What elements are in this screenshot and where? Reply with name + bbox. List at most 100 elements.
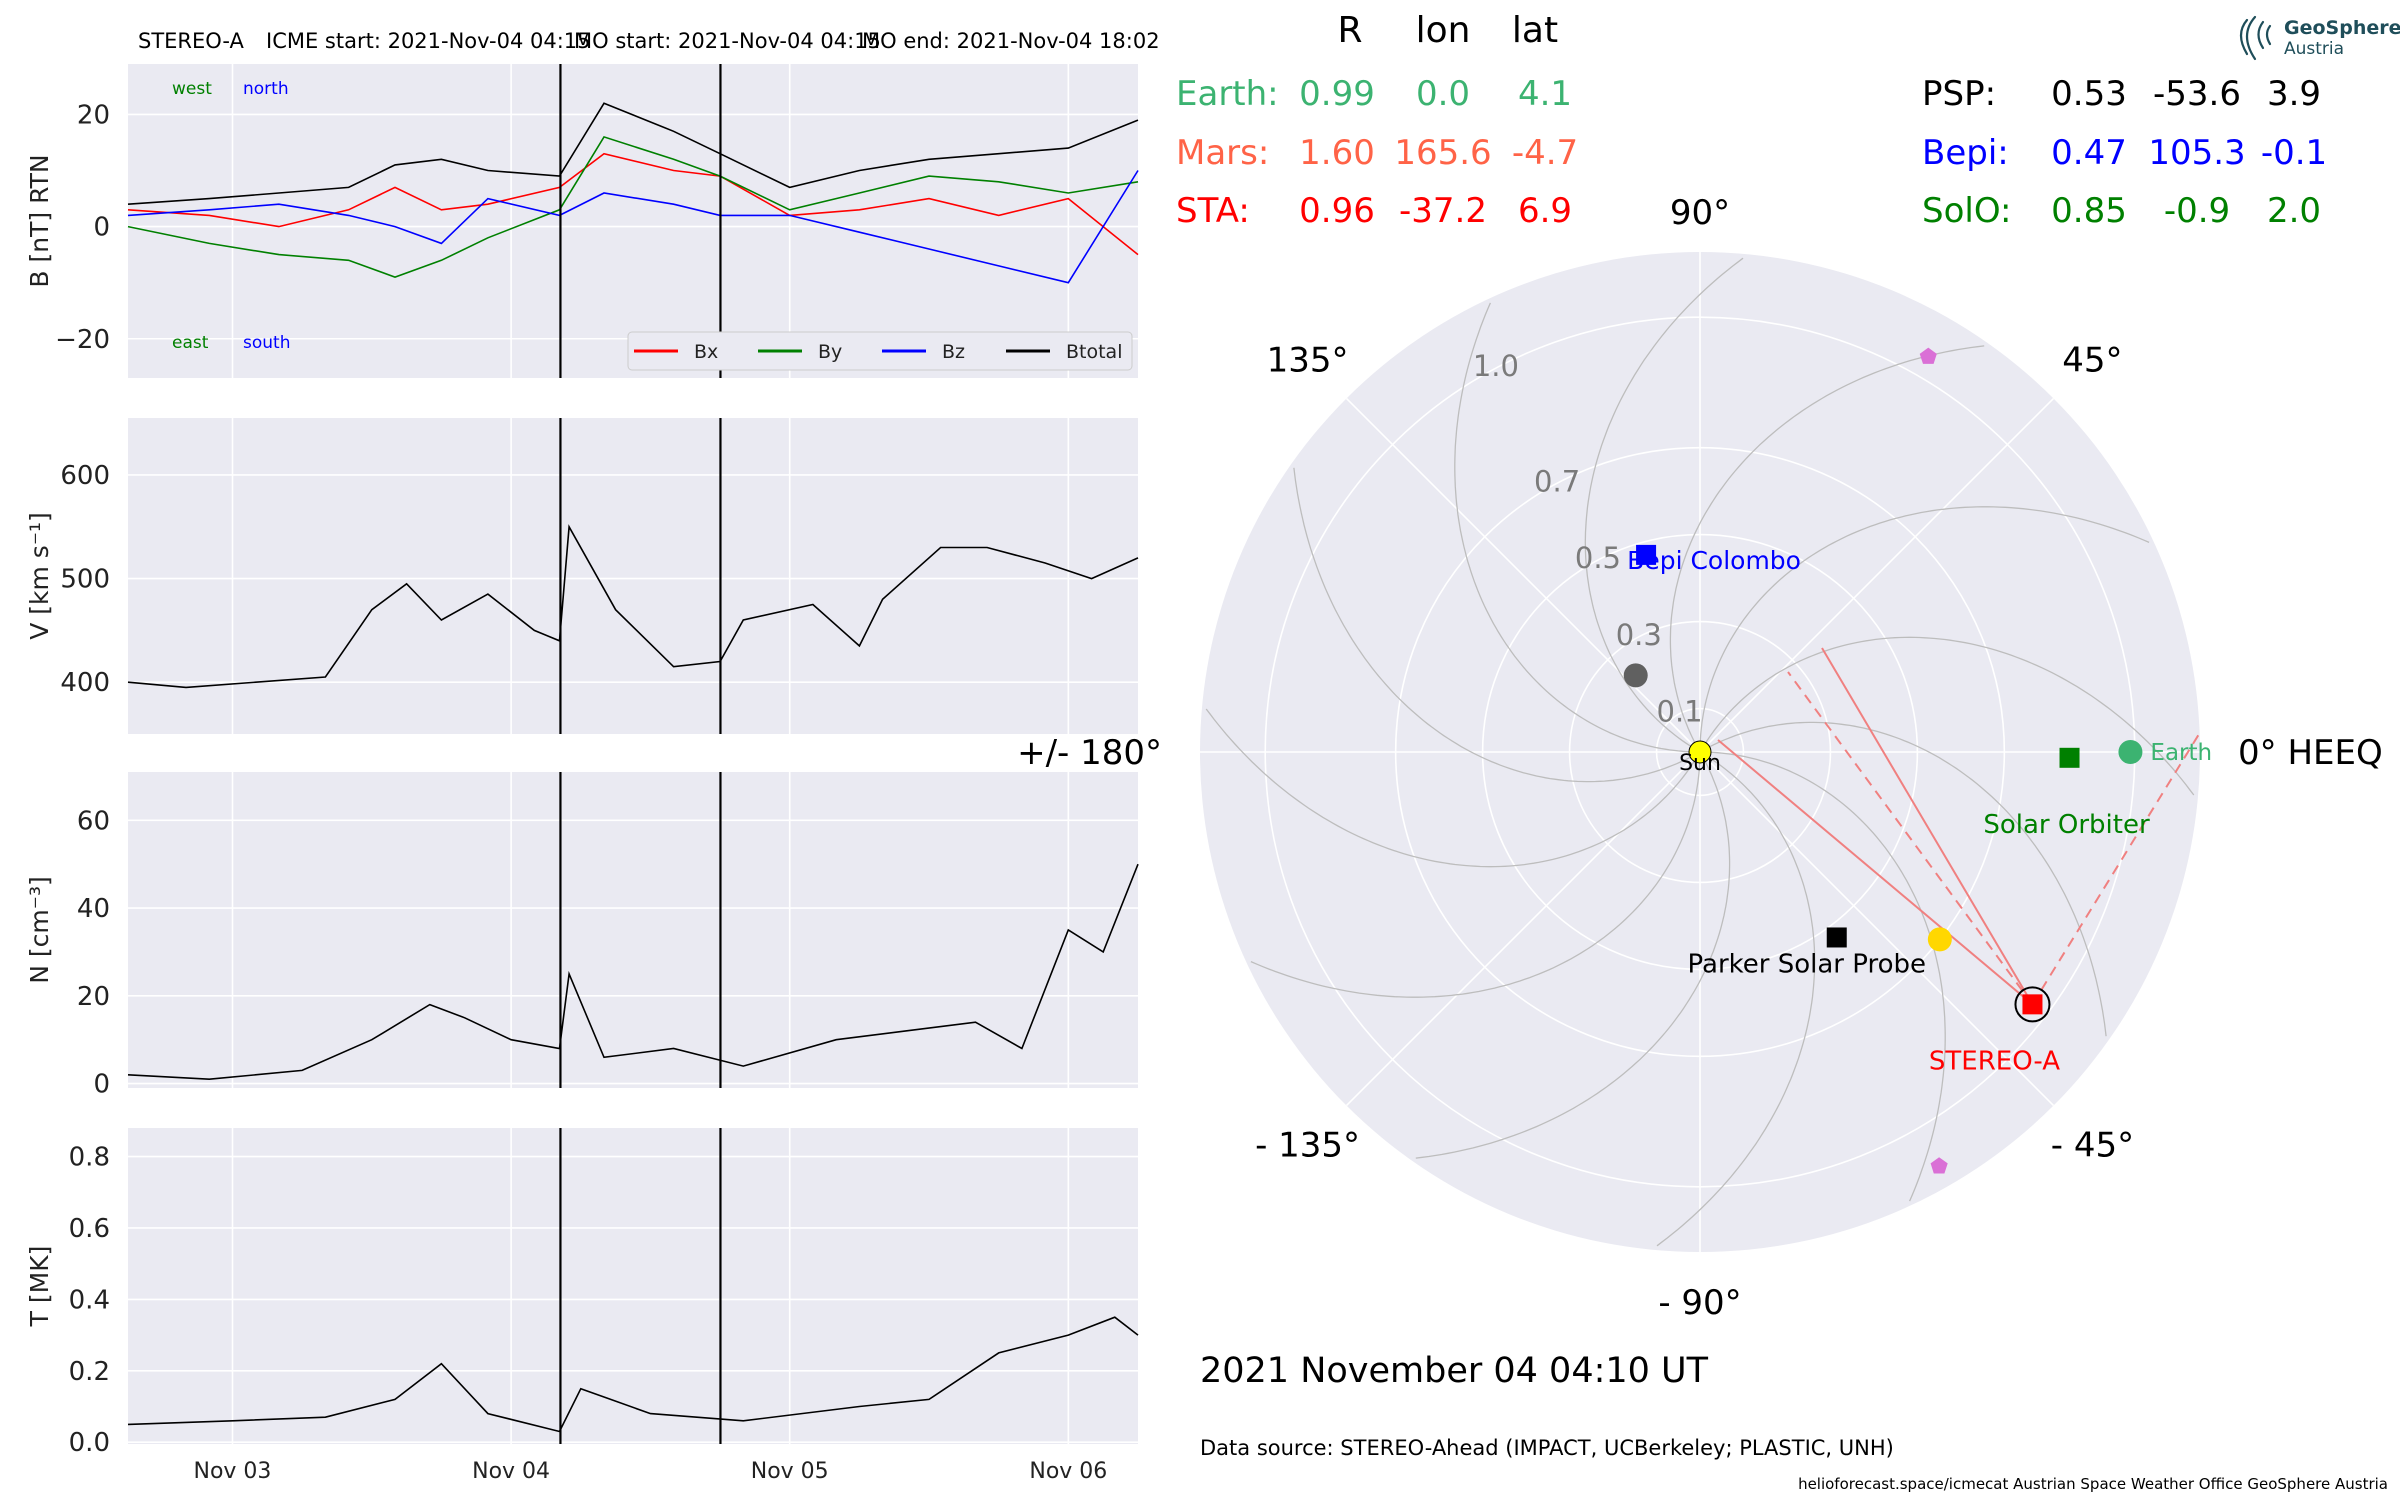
angle-label: - 135° <box>1255 1125 1360 1165</box>
marker-sun <box>1688 740 1712 764</box>
angle-label: +/- 180° <box>1017 733 1162 773</box>
parker-spiral-line <box>1205 708 1697 868</box>
y-tick-label: 20 <box>77 100 110 130</box>
panel-background <box>128 1128 1138 1444</box>
object-label-solar-orbiter: Solar Orbiter <box>1983 810 2150 840</box>
annotation-north: north <box>243 79 289 99</box>
table-cell-R: 0.53 <box>2051 74 2127 114</box>
y-tick-label: 0.4 <box>69 1285 110 1315</box>
table-cell-lat: 3.9 <box>2267 74 2321 114</box>
legend-frame <box>627 331 1133 371</box>
parker-spiral-line <box>1415 759 1731 1159</box>
header-mo-start: MO start: 2021-Nov-04 04:15 <box>574 29 881 53</box>
parker-spiral-line <box>1454 302 1692 753</box>
table-cell-lat: -4.7 <box>1512 133 1578 173</box>
stereo-a-fov <box>1717 647 2200 1006</box>
table-column-header: lat <box>1512 10 1558 51</box>
fov-line <box>1821 647 2034 1005</box>
object-label-bepi-colombo: Bepi Colombo <box>1627 546 1801 575</box>
y-tick-label: 500 <box>60 565 110 595</box>
event-header: STEREO-A ICME start: 2021-Nov-04 04:15 M… <box>138 29 1160 53</box>
y-tick-label: 20 <box>77 982 110 1012</box>
radial-tick-label: 1.0 <box>1473 349 1519 383</box>
table-row-name: Earth: <box>1176 74 1279 114</box>
data-source: Data source: STEREO-Ahead (IMPACT, UCBer… <box>1200 1436 1894 1460</box>
legend: Bx By Bz Btotal <box>627 331 1133 371</box>
y-tick-label: 0 <box>93 213 110 243</box>
table-cell-lat: 2.0 <box>2267 191 2321 231</box>
stereo-a-ring <box>2014 986 2051 1023</box>
fov-line-dashed <box>1787 671 2034 1005</box>
legend-label: Bx <box>694 341 718 363</box>
x-tick-label: Nov 03 <box>194 1459 272 1484</box>
table-column-header: lon <box>1416 10 1471 51</box>
marker-body <box>1919 347 1937 364</box>
parker-spiral-line <box>1699 506 2150 744</box>
y-tick-label: 400 <box>60 668 110 698</box>
angular-gridline <box>1345 751 1701 1107</box>
table-cell-R: 0.47 <box>2051 133 2127 173</box>
x-tick-label: Nov 05 <box>751 1459 829 1484</box>
annotation-south: south <box>243 333 290 353</box>
table-row-name: STA: <box>1176 191 1250 231</box>
annotation-east: east <box>172 333 209 353</box>
table-cell-lon: 105.3 <box>2148 133 2245 173</box>
fov-line <box>1717 739 2034 1006</box>
angle-label: - 90° <box>1658 1283 1741 1323</box>
parker-spiral-line <box>1584 257 1744 749</box>
series-line-bz <box>127 170 1139 284</box>
y-tick-label: 0 <box>93 1070 110 1100</box>
marker-solar-orbiter <box>2059 747 2080 768</box>
table-column-header: R <box>1337 10 1362 51</box>
parker-spiral-line <box>1250 760 1701 998</box>
parker-spiral-line <box>1703 636 2195 796</box>
marker-body <box>1930 1157 1948 1174</box>
angle-label: 0° HEEQ <box>2238 733 2383 773</box>
y-tick-label: −20 <box>55 325 110 355</box>
panel-N: 0 20 40 60 N [cm⁻³] <box>25 772 1139 1100</box>
annotation-west: west <box>172 79 212 99</box>
y-tick-label: 40 <box>77 894 110 924</box>
object-label-stereo-a: STEREO-A <box>1929 1046 2060 1076</box>
table-cell-lat: -0.1 <box>2261 133 2327 173</box>
footer-credits: helioforecast.space/icmecat Austrian Spa… <box>1798 1475 2388 1493</box>
angle-label: 90° <box>1670 193 1730 233</box>
table-cell-lon: -37.2 <box>1399 191 1487 231</box>
panel-background <box>128 772 1138 1088</box>
header-icme-start: ICME start: 2021-Nov-04 04:15 <box>266 29 591 53</box>
table-row-name: PSP: <box>1922 74 1996 114</box>
y-axis-label: T [MK] <box>25 1246 54 1328</box>
date-label: 2021 November 04 04:10 UT <box>1200 1351 1709 1391</box>
series-line-bx <box>127 152 1139 256</box>
table-cell-lon: -0.9 <box>2164 191 2230 231</box>
series-line-n <box>127 863 1139 1081</box>
marker-body <box>1623 663 1648 688</box>
marker-parker-solar-probe <box>1826 927 1847 948</box>
y-tick-label: 0.2 <box>69 1357 110 1387</box>
geosphere-logo: GeoSphere Austria <box>2239 15 2400 61</box>
angular-gridline <box>1699 751 2055 1107</box>
series-line-btotal <box>127 102 1139 205</box>
table-cell-lon: 165.6 <box>1394 133 1491 173</box>
table-cell-R: 0.96 <box>1299 191 1375 231</box>
angle-label: 135° <box>1267 341 1349 381</box>
object-label-earth: Earth <box>2150 740 2212 766</box>
marker-bepi-colombo <box>1636 544 1657 565</box>
legend-label: Btotal <box>1066 341 1122 363</box>
table-row-name: SolO: <box>1922 191 2011 231</box>
logo-mark-icon <box>2239 15 2272 61</box>
y-axis-label: B [nT] RTN <box>25 154 54 287</box>
angle-label: - 45° <box>2051 1125 2134 1165</box>
fov-line-dashed <box>2031 699 2200 1005</box>
y-tick-label: 0.8 <box>69 1143 110 1173</box>
angular-gridline <box>1699 397 2055 753</box>
table-cell-lat: 4.1 <box>1518 74 1572 114</box>
parker-spiral-line <box>1669 345 1985 745</box>
table-row-name: Mars: <box>1176 133 1269 173</box>
table-row-name: Bepi: <box>1922 133 2009 173</box>
table-cell-R: 0.85 <box>2051 191 2127 231</box>
y-tick-label: 0.0 <box>69 1428 110 1458</box>
object-label-sun: Sun <box>1679 751 1721 776</box>
